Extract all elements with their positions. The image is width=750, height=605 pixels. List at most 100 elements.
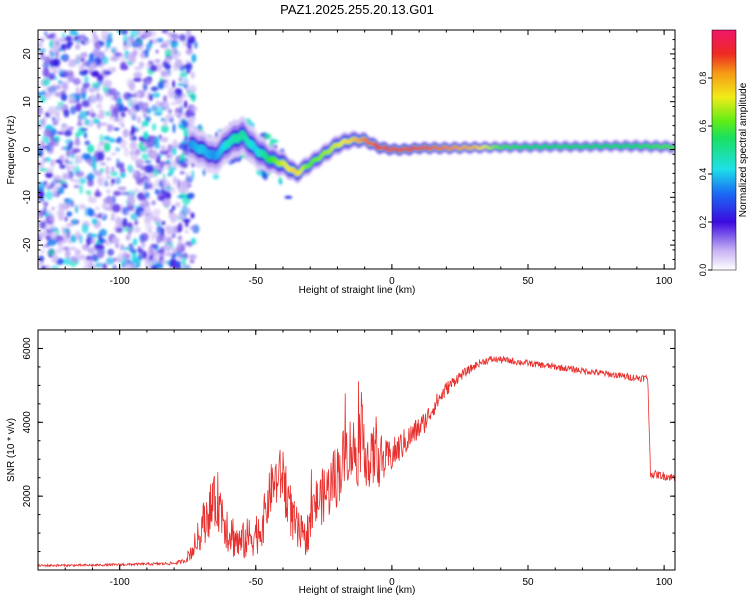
heatmap-speckle — [126, 211, 130, 216]
heatmap-speckle — [98, 51, 105, 59]
heatmap-speckle — [167, 91, 177, 99]
heatmap-speckle — [96, 93, 104, 103]
x-tick-label: 0 — [389, 577, 395, 588]
heatmap-speckle — [52, 175, 62, 182]
heatmap-speckle — [182, 255, 186, 266]
heatmap-speckle — [85, 159, 93, 164]
heatmap-speckle — [161, 145, 167, 152]
heatmap-speckle — [104, 200, 113, 205]
heatmap-speckle — [64, 216, 68, 222]
heatmap-speckle — [160, 227, 166, 234]
heatmap-blob — [278, 180, 283, 185]
heatmap-speckle — [115, 176, 121, 185]
heatmap-speckle — [113, 127, 120, 131]
heatmap-speckle — [63, 109, 70, 118]
heatmap-speckle — [144, 160, 152, 164]
colorbar-tick-label: 0.4 — [698, 168, 708, 181]
heatmap-speckle — [49, 49, 53, 56]
heatmap-speckle — [107, 248, 115, 256]
heatmap-speckle — [96, 103, 103, 109]
heatmap-speckle — [162, 136, 169, 143]
heatmap-speckle — [39, 160, 45, 166]
heatmap-speckle — [140, 200, 145, 205]
heatmap-speckle — [177, 222, 183, 233]
heatmap-speckle — [137, 116, 141, 124]
heatmap-speckle — [40, 51, 45, 60]
heatmap-speckle — [43, 114, 48, 123]
heatmap-speckle — [138, 102, 147, 110]
heatmap-speckle — [81, 153, 88, 160]
heatmap-speckle — [133, 71, 143, 79]
heatmap-speckle — [84, 206, 88, 217]
heatmap-speckle — [161, 124, 169, 133]
heatmap-speckle — [42, 67, 50, 78]
heatmap-speckle — [164, 181, 171, 187]
heatmap-speckle — [110, 212, 116, 219]
heatmap-speckle — [145, 206, 151, 212]
heatmap-speckle — [153, 112, 162, 116]
heatmap-speckle — [74, 230, 81, 240]
heatmap-speckle — [57, 131, 65, 135]
heatmap-blob — [180, 163, 188, 167]
heatmap-speckle — [77, 126, 86, 136]
heatmap-speckle — [128, 164, 133, 174]
heatmap-speckle — [68, 160, 74, 165]
heatmap-speckle — [112, 237, 120, 244]
heatmap-speckle — [50, 265, 59, 269]
heatmap-speckle — [170, 225, 178, 234]
heatmap-speckle — [76, 87, 80, 92]
heatmap-speckle — [144, 116, 151, 122]
heatmap-speckle — [144, 191, 150, 198]
heatmap-speckle — [85, 190, 92, 195]
heatmap-speckle — [190, 212, 195, 219]
heatmap-speckle — [130, 108, 137, 118]
heatmap-speckle — [45, 236, 51, 240]
heatmap-speckle — [50, 159, 55, 168]
heatmap-speckle — [134, 66, 142, 71]
heatmap-speckle — [169, 151, 173, 162]
heatmap-speckle — [150, 86, 159, 92]
heatmap-speckle — [81, 53, 87, 59]
heatmap-speckle — [127, 222, 133, 228]
x-tick-label: -100 — [110, 276, 130, 287]
heatmap-speckle — [83, 220, 90, 225]
heatmap-speckle — [178, 76, 183, 82]
heatmap-speckle — [164, 63, 172, 70]
heatmap-speckle — [154, 143, 161, 149]
heatmap-speckle — [153, 218, 162, 223]
colorbar-tick-label: 0.6 — [698, 120, 708, 133]
heatmap-speckle — [52, 43, 59, 53]
heatmap-speckle — [70, 151, 76, 155]
heatmap-speckle — [175, 88, 183, 99]
heatmap-speckle — [179, 104, 184, 115]
heatmap-speckle — [120, 173, 126, 178]
heatmap-speckle — [166, 186, 171, 191]
heatmap-speckle — [178, 188, 185, 194]
heatmap-speckle — [153, 243, 159, 250]
heatmap-speckle — [81, 99, 90, 108]
y-tick-label: -10 — [22, 190, 33, 205]
heatmap-speckle — [65, 159, 69, 164]
heatmap-speckle — [98, 212, 103, 219]
heatmap-speckle — [165, 159, 172, 163]
heatmap-speckle — [173, 175, 177, 185]
heatmap-speckle — [190, 106, 198, 112]
heatmap-speckle — [87, 178, 94, 187]
heatmap-speckle — [161, 30, 169, 34]
heatmap-speckle — [175, 201, 181, 208]
heatmap-speckle — [86, 174, 91, 181]
heatmap-speckle — [55, 85, 62, 90]
heatmap-speckle — [147, 172, 155, 178]
heatmap-speckle — [88, 208, 95, 217]
heatmap-speckle — [83, 132, 88, 139]
heatmap-speckle — [99, 168, 105, 173]
heatmap-speckle — [91, 218, 98, 225]
heatmap-speckle — [186, 193, 194, 200]
heatmap-speckle — [38, 255, 45, 262]
heatmap-speckle — [105, 257, 115, 265]
heatmap-speckle — [170, 42, 179, 48]
heatmap-speckle — [104, 179, 109, 187]
heatmap-speckle — [177, 195, 184, 199]
heatmap-speckle — [77, 249, 81, 254]
